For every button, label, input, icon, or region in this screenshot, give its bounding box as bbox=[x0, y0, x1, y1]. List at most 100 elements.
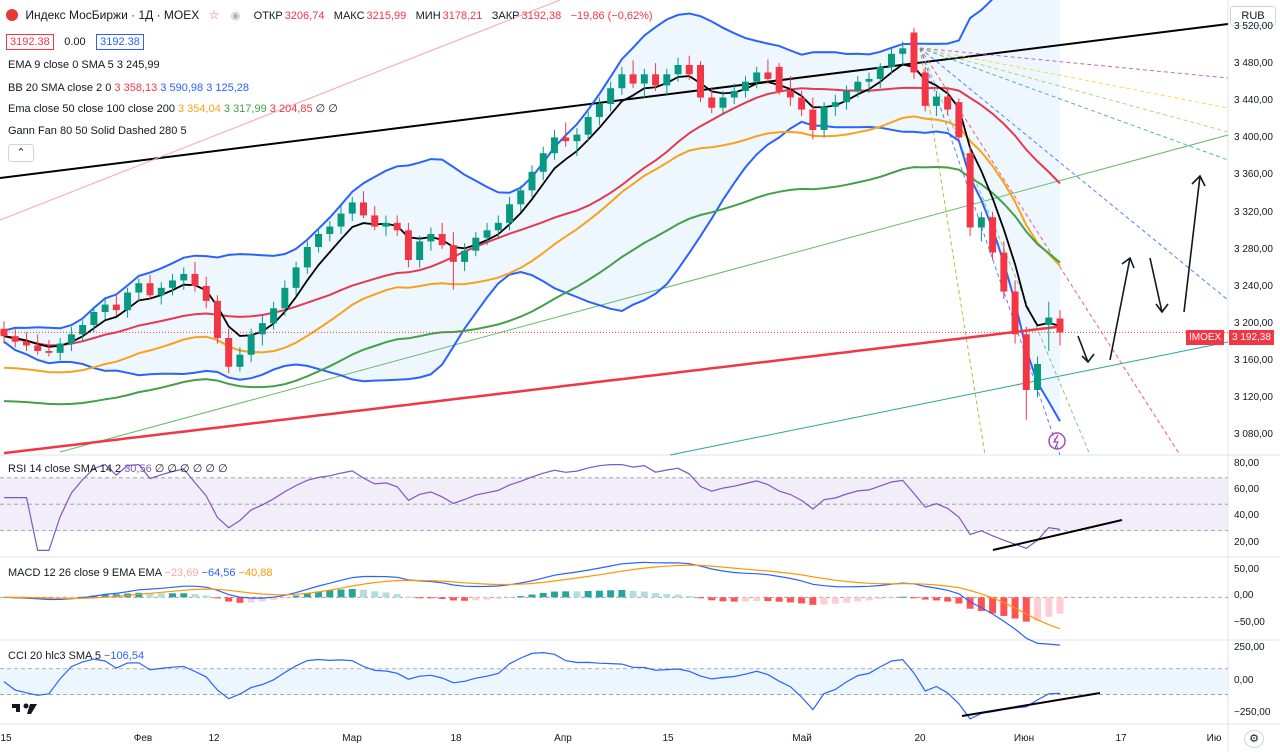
rsi-line[interactable] bbox=[4, 463, 1061, 551]
candle[interactable] bbox=[843, 85, 851, 110]
candle[interactable] bbox=[303, 241, 311, 274]
candle[interactable] bbox=[1045, 301, 1053, 351]
candle[interactable] bbox=[22, 332, 30, 351]
candle[interactable] bbox=[449, 232, 457, 290]
settings-button[interactable]: ⚙ bbox=[1244, 730, 1264, 748]
candle[interactable] bbox=[550, 130, 558, 160]
candle[interactable] bbox=[494, 215, 502, 238]
candle[interactable] bbox=[101, 297, 109, 320]
bb-basis-line[interactable] bbox=[3, 86, 1061, 347]
collapse-legend-button[interactable]: ⌃ bbox=[8, 144, 34, 162]
candle[interactable] bbox=[629, 60, 637, 89]
candle[interactable] bbox=[719, 91, 727, 116]
candle[interactable] bbox=[124, 287, 132, 318]
candle[interactable] bbox=[944, 88, 952, 116]
candle[interactable] bbox=[506, 196, 514, 231]
gann-fan-line[interactable] bbox=[919, 47, 1229, 79]
candle[interactable] bbox=[0, 321, 8, 344]
candle[interactable] bbox=[348, 196, 356, 221]
candle[interactable] bbox=[831, 94, 839, 117]
candle[interactable] bbox=[472, 232, 480, 257]
gann-fan-line[interactable] bbox=[919, 47, 1229, 109]
gann-fan-line[interactable] bbox=[919, 47, 1229, 161]
candle[interactable] bbox=[663, 68, 671, 95]
candle[interactable] bbox=[607, 81, 615, 112]
candle[interactable] bbox=[157, 282, 165, 305]
candle[interactable] bbox=[45, 339, 53, 357]
candle[interactable] bbox=[730, 83, 738, 104]
candle[interactable] bbox=[618, 66, 626, 95]
candle[interactable] bbox=[573, 128, 581, 156]
candle[interactable] bbox=[977, 211, 985, 242]
candle[interactable] bbox=[112, 293, 120, 316]
candle[interactable] bbox=[640, 68, 648, 99]
candle[interactable] bbox=[404, 222, 412, 268]
candle[interactable] bbox=[169, 273, 176, 296]
candle[interactable] bbox=[528, 165, 536, 197]
trendline-red[interactable] bbox=[0, 0, 561, 221]
candle[interactable] bbox=[775, 63, 783, 95]
gann-fan-line[interactable] bbox=[919, 47, 1181, 456]
gann-line-green[interactable] bbox=[59, 134, 1229, 453]
candle[interactable] bbox=[90, 306, 98, 333]
candle[interactable] bbox=[539, 146, 547, 181]
candle[interactable] bbox=[270, 301, 278, 330]
candle[interactable] bbox=[146, 274, 154, 299]
sell-button[interactable]: 3192.38 bbox=[6, 34, 54, 50]
lightning-event-icon[interactable] bbox=[1048, 432, 1066, 450]
candle[interactable] bbox=[674, 57, 682, 82]
cci-legend[interactable]: CCI 20 hlc3 SMA 5 −106,54 bbox=[8, 649, 144, 663]
rsi-panel[interactable] bbox=[0, 463, 1228, 551]
candle[interactable] bbox=[1000, 241, 1008, 299]
ema50-line[interactable] bbox=[3, 115, 1061, 374]
candle[interactable] bbox=[371, 206, 379, 231]
ema100-line[interactable] bbox=[3, 165, 1061, 406]
candle[interactable] bbox=[820, 102, 828, 138]
candle[interactable] bbox=[34, 334, 42, 355]
main-price-panel[interactable] bbox=[0, 0, 1229, 456]
candle[interactable] bbox=[798, 91, 806, 117]
candle[interactable] bbox=[786, 76, 794, 106]
candle[interactable] bbox=[517, 185, 525, 212]
gann-fan-line[interactable] bbox=[919, 47, 1091, 456]
candle[interactable] bbox=[382, 215, 390, 236]
candle[interactable] bbox=[1034, 356, 1042, 398]
candle[interactable] bbox=[685, 55, 693, 80]
candle[interactable] bbox=[438, 222, 446, 249]
currency-button[interactable]: RUB bbox=[1230, 6, 1276, 26]
candle[interactable] bbox=[1011, 280, 1019, 344]
candle[interactable] bbox=[202, 276, 210, 309]
drawn-arrows[interactable] bbox=[1077, 174, 1206, 364]
candle[interactable] bbox=[67, 326, 75, 351]
candle[interactable] bbox=[135, 278, 143, 302]
candle[interactable] bbox=[236, 347, 244, 372]
candle[interactable] bbox=[697, 61, 704, 103]
candle[interactable] bbox=[921, 66, 929, 112]
symbol-title[interactable]: Индекс МосБиржи · 1Д · MOEX bbox=[25, 8, 200, 22]
candle[interactable] bbox=[281, 280, 289, 316]
candle[interactable] bbox=[955, 98, 963, 142]
macd-line[interactable] bbox=[3, 561, 1061, 646]
candle[interactable] bbox=[753, 66, 761, 89]
candle[interactable] bbox=[393, 215, 401, 236]
rsi-divergence-line[interactable] bbox=[992, 519, 1123, 551]
candle[interactable] bbox=[56, 338, 64, 361]
favorite-star-icon[interactable]: ☆ bbox=[208, 8, 220, 22]
candle[interactable] bbox=[1022, 326, 1030, 420]
candle[interactable] bbox=[326, 221, 334, 242]
candle[interactable] bbox=[180, 267, 188, 290]
ema-legend[interactable]: EMA 9 close 0 SMA 5 3 245,99 bbox=[8, 58, 160, 72]
candle[interactable] bbox=[899, 41, 907, 65]
candle[interactable] bbox=[292, 261, 300, 296]
cci-panel[interactable] bbox=[0, 651, 1228, 720]
candle[interactable] bbox=[865, 72, 873, 93]
candle[interactable] bbox=[360, 191, 367, 219]
buy-button[interactable]: 3192.38 bbox=[96, 34, 144, 50]
ema-multi-legend[interactable]: Ema close 50 close 100 close 200 3 354,0… bbox=[8, 102, 338, 116]
gann-fan-line[interactable] bbox=[919, 47, 986, 456]
cci-line[interactable] bbox=[3, 651, 1061, 720]
candle[interactable] bbox=[764, 59, 772, 84]
cci-divergence-line[interactable] bbox=[961, 692, 1101, 717]
candle[interactable] bbox=[461, 243, 469, 272]
